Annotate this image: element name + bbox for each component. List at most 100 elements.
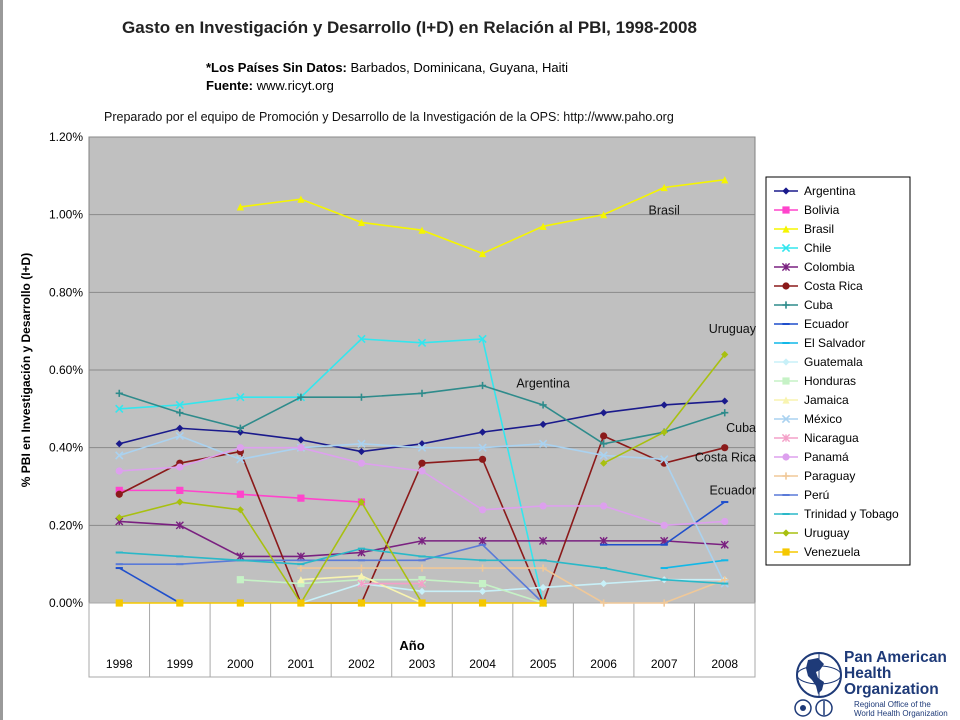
data-point <box>660 521 668 529</box>
data-point <box>357 564 366 572</box>
y-tick-label: 0.60% <box>49 363 83 377</box>
data-point <box>176 463 184 471</box>
legend-item: México <box>774 412 842 426</box>
logo-sub-line2: World Health Organization <box>854 709 948 718</box>
data-point <box>782 529 790 537</box>
data-point <box>660 455 669 464</box>
data-point <box>782 548 790 556</box>
data-point <box>782 206 790 214</box>
data-point <box>236 506 244 514</box>
legend-item: Perú <box>774 488 829 502</box>
data-point <box>782 453 790 461</box>
data-point <box>478 587 487 595</box>
legend-item: Bolivia <box>774 203 840 217</box>
data-point <box>115 513 123 522</box>
logo-subtitle: Regional Office of the World Health Orga… <box>854 700 948 718</box>
data-point <box>721 350 729 359</box>
who-emblem-icon <box>794 699 833 717</box>
legend-label: Brasil <box>804 222 834 236</box>
data-point <box>176 599 184 607</box>
data-point <box>721 397 729 405</box>
legend-item: Guatemala <box>774 355 863 369</box>
legend-item: Ecuador <box>774 317 849 331</box>
data-point <box>600 211 608 219</box>
data-point <box>357 439 366 448</box>
data-point <box>418 564 426 572</box>
legend-item: Argentina <box>774 184 856 198</box>
data-point <box>418 389 426 397</box>
data-point <box>478 564 487 572</box>
legend-item: El Salvador <box>774 336 865 350</box>
data-point <box>297 494 305 502</box>
legend-label: Jamaica <box>804 393 849 407</box>
legend-item: Honduras <box>774 374 856 388</box>
data-point <box>599 451 608 460</box>
data-point <box>115 440 123 448</box>
legend-label: Panamá <box>804 450 849 464</box>
y-tick-label: 1.20% <box>49 130 83 144</box>
data-point <box>357 218 366 227</box>
data-point <box>600 459 608 467</box>
chart-annotation: Argentina <box>516 376 570 390</box>
data-point <box>357 334 366 344</box>
data-point <box>539 502 547 510</box>
data-point <box>478 536 487 545</box>
legend-label: México <box>804 412 842 426</box>
data-point <box>599 536 608 545</box>
data-point <box>236 455 245 464</box>
data-point <box>357 393 366 401</box>
data-point <box>297 579 305 588</box>
data-point <box>176 424 184 432</box>
legend-item: Costa Rica <box>774 279 863 293</box>
data-point <box>357 447 366 456</box>
series-line <box>119 338 544 604</box>
series-panam- <box>115 444 729 529</box>
data-point <box>357 572 366 580</box>
series-cuba <box>115 381 729 448</box>
data-point <box>236 424 244 432</box>
x-tick-label: 2003 <box>409 657 436 671</box>
data-point <box>418 576 426 584</box>
data-point <box>478 381 487 390</box>
data-point <box>721 576 729 584</box>
x-tick-label: 2008 <box>711 657 738 671</box>
data-point <box>115 467 123 475</box>
chart-annotation: Ecuador <box>709 483 756 497</box>
data-point <box>782 377 790 385</box>
data-point <box>115 490 123 498</box>
data-point <box>418 587 426 595</box>
missing-data-label: *Los Países Sin Datos: <box>206 60 347 75</box>
legend-label: Uruguay <box>804 526 849 540</box>
data-point <box>538 439 548 448</box>
x-axis-table <box>88 602 756 678</box>
data-point <box>478 249 487 258</box>
data-point <box>781 262 791 272</box>
legend-item: Panamá <box>774 450 849 464</box>
legend-label: Trinidad y Tobago <box>804 507 899 521</box>
data-point <box>660 599 668 607</box>
data-point <box>478 455 487 463</box>
legend-item: Uruguay <box>774 526 849 540</box>
source-label: Fuente: <box>206 78 253 93</box>
data-point <box>296 552 306 561</box>
series-line <box>119 543 544 604</box>
data-point <box>357 498 366 506</box>
source-note: Fuente: www.ricyt.org <box>206 78 334 93</box>
data-point <box>297 444 305 452</box>
legend-label: Chile <box>804 241 832 255</box>
data-point <box>176 409 184 417</box>
data-point <box>236 203 244 211</box>
data-point <box>115 599 123 607</box>
data-point <box>782 187 790 195</box>
x-tick-label: 2000 <box>227 657 254 671</box>
series-line <box>119 500 423 605</box>
data-point <box>781 243 791 253</box>
y-tick-label: 0.20% <box>49 518 83 532</box>
series-brasil <box>236 176 729 258</box>
legend-item: Paraguay <box>774 469 855 483</box>
data-point <box>176 486 184 494</box>
data-point <box>115 389 123 397</box>
data-point <box>478 334 487 344</box>
data-point <box>781 433 791 443</box>
legend-box <box>765 176 911 566</box>
